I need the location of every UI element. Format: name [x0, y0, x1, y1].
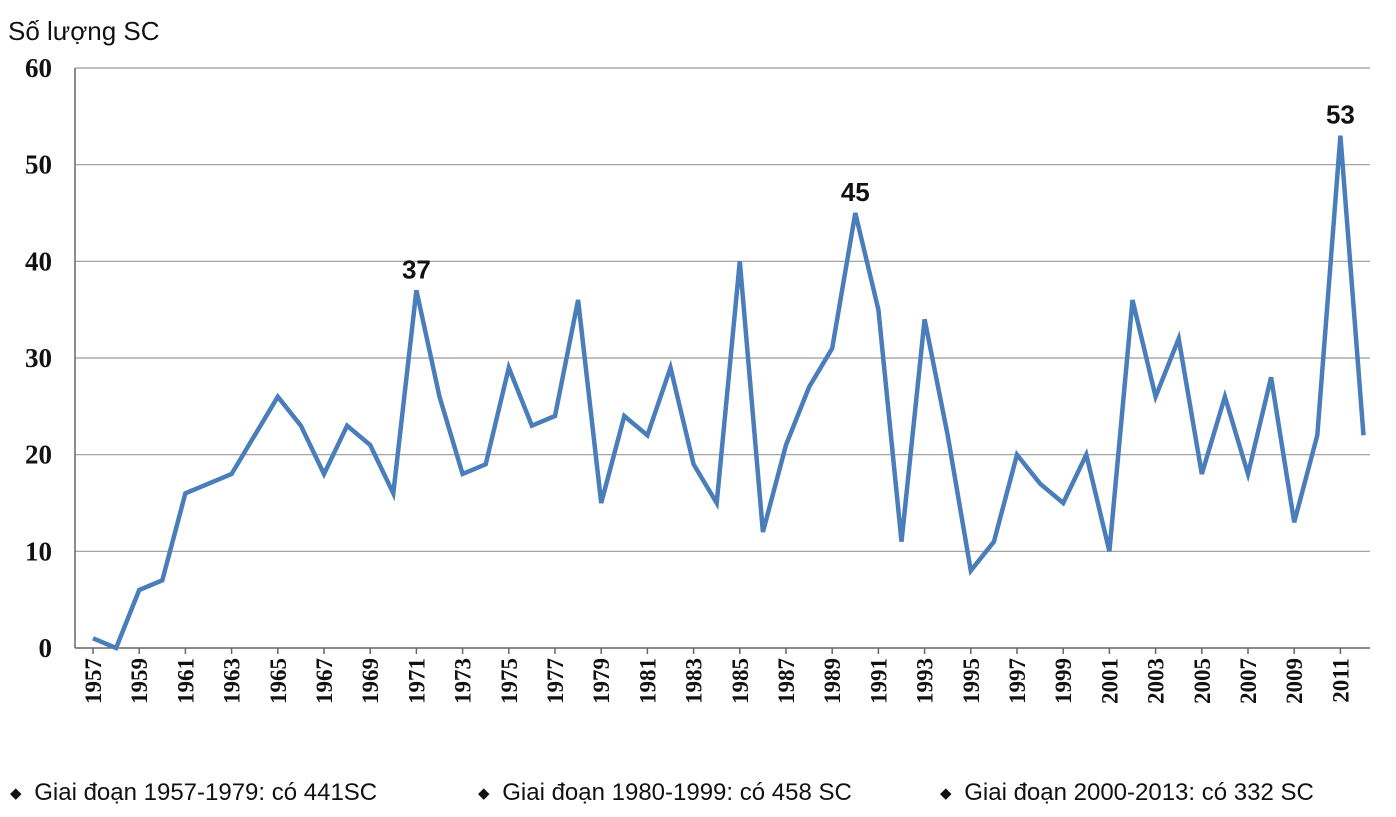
- series-line: [92, 135, 1366, 651]
- y-axis-label: Số lượng SC: [8, 16, 160, 46]
- x-tick-label: 1971: [404, 658, 429, 704]
- x-tick-label: 1965: [266, 658, 291, 704]
- legend-item-2: ◆ Giai đoạn 1980-1999: có 458 SC: [478, 777, 852, 806]
- data-label: 53: [1326, 100, 1355, 130]
- x-tick-label: 1987: [774, 658, 799, 704]
- legend-text-1: Giai đoạn 1957-1979: có 441SC: [34, 779, 377, 806]
- data-label: 37: [402, 254, 431, 284]
- series-layer: [92, 135, 1366, 651]
- legend-footer: ◆ Giai đoạn 1957-1979: có 441SC ◆ Giai đ…: [10, 777, 1314, 806]
- x-tick-label: 1985: [728, 658, 753, 704]
- x-tick-label: 1967: [312, 658, 337, 704]
- x-tick-label: 1963: [220, 658, 245, 704]
- y-tick-label: 60: [25, 53, 52, 83]
- legend-text-2: Giai đoạn 1980-1999: có 458 SC: [502, 779, 852, 806]
- legend-bullet-3: ◆: [940, 785, 952, 802]
- legend-item-1: ◆ Giai đoạn 1957-1979: có 441SC: [10, 777, 377, 806]
- x-tick-label: 1977: [543, 658, 568, 704]
- x-tick-label: 2011: [1328, 658, 1353, 703]
- legend-bullet-2: ◆: [478, 785, 490, 802]
- x-tick-label: 2007: [1236, 658, 1261, 704]
- legend-item-3: ◆ Giai đoạn 2000-2013: có 332 SC: [940, 777, 1314, 806]
- x-tick-label: 1999: [1051, 658, 1076, 704]
- y-tick-label: 30: [25, 343, 52, 373]
- x-tick-label: 1997: [1005, 658, 1030, 704]
- x-tick-label: 1961: [173, 658, 198, 704]
- x-tick-label: 2001: [1097, 658, 1122, 704]
- x-tick-label: 1995: [959, 658, 984, 704]
- x-tick-label: 1981: [635, 658, 660, 704]
- x-tick-label: 2005: [1190, 658, 1215, 704]
- data-labels: 37 45 53: [402, 100, 1355, 285]
- x-tick-label: 1969: [358, 658, 383, 704]
- x-tick-label: 1975: [497, 658, 522, 704]
- y-tick-label: 10: [25, 536, 52, 566]
- x-tick-label: 1979: [589, 658, 614, 704]
- x-tick-label: 2009: [1282, 658, 1307, 704]
- x-tick-label: 1989: [820, 658, 845, 704]
- x-tick-label: 1959: [127, 658, 152, 704]
- data-label: 45: [841, 177, 870, 207]
- x-tick-label: 1991: [866, 658, 891, 704]
- gridlines: [74, 67, 1370, 649]
- y-tick-label: 20: [25, 440, 52, 470]
- legend-text-3: Giai đoạn 2000-2013: có 332 SC: [964, 779, 1314, 806]
- y-tick-label: 50: [25, 150, 52, 180]
- y-tick-label: 0: [39, 633, 53, 663]
- y-tick-labels: 0 10 20 30 40 50 60: [25, 53, 52, 663]
- x-tick-label: 1993: [913, 658, 938, 704]
- legend-bullet-1: ◆: [10, 785, 22, 802]
- x-tick-label: 1973: [451, 658, 476, 704]
- x-tick-labels: 1957 1959 1961 1963 1965 1967 1969 1971 1973 1975…: [81, 648, 1353, 704]
- x-tick-label: 2003: [1144, 658, 1169, 704]
- y-tick-label: 40: [25, 246, 52, 276]
- x-tick-label: 1983: [682, 658, 707, 704]
- x-tick-label: 1957: [81, 658, 106, 704]
